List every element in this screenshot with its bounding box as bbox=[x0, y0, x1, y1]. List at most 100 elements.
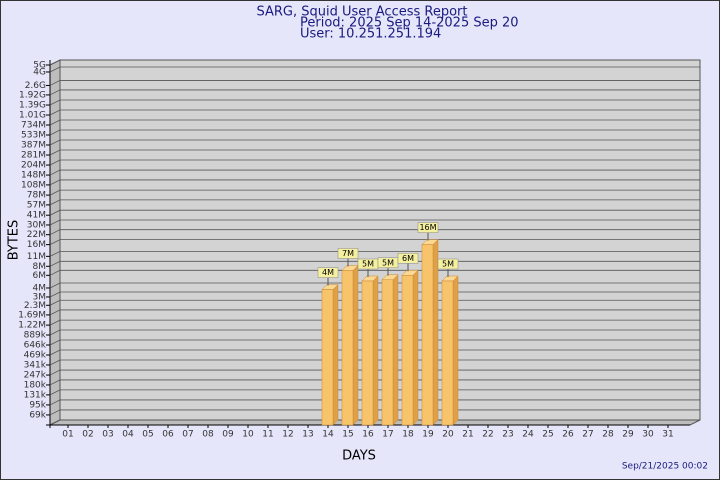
x-tick-label: 21 bbox=[462, 430, 473, 440]
x-tick-label: 01 bbox=[62, 430, 73, 440]
grid-line bbox=[49, 80, 700, 86]
y-tick-label: 247k bbox=[24, 371, 47, 381]
grid-line bbox=[49, 139, 700, 146]
chart-title: SARG, Squid User Access Report bbox=[257, 5, 468, 20]
subtitle: Period: 2025 Sep 14-2025 Sep 20 bbox=[300, 16, 519, 31]
y-tick-label: 8M bbox=[33, 262, 47, 272]
x-tick-label: 23 bbox=[502, 430, 513, 440]
grid-line bbox=[49, 169, 700, 176]
y-tick-label: 1.69M bbox=[18, 310, 46, 320]
x-tick-label: 31 bbox=[662, 430, 673, 440]
y-tick-label: 6M bbox=[33, 271, 47, 281]
value-label: 16M bbox=[419, 223, 436, 232]
grid-line bbox=[49, 229, 700, 236]
x-tick-label: 07 bbox=[182, 430, 193, 440]
bar-side bbox=[372, 275, 379, 426]
bar bbox=[361, 280, 374, 426]
y-tick-label: 2.6G bbox=[25, 81, 46, 91]
y-tick-label: 16M bbox=[27, 240, 46, 250]
y-tick-label: 281M bbox=[21, 151, 46, 161]
bar bbox=[321, 289, 334, 426]
grid-line bbox=[49, 199, 700, 206]
value-label: 5M bbox=[382, 258, 394, 267]
grid-line bbox=[49, 339, 700, 346]
x-tick-label: 25 bbox=[542, 430, 553, 440]
bar bbox=[441, 280, 454, 426]
y-tick-label: 5G bbox=[33, 61, 46, 71]
x-tick-label: 27 bbox=[582, 430, 593, 440]
x-tick-label: 14 bbox=[322, 430, 334, 440]
grid-line bbox=[49, 149, 700, 156]
x-axis-label: DAYS bbox=[342, 449, 376, 464]
x-tick-label: 20 bbox=[442, 430, 454, 440]
y-tick-label: 1.92G bbox=[19, 90, 46, 100]
y-tick-label: 341k bbox=[24, 360, 47, 370]
subtitle: User: 10.251.251.194 bbox=[300, 27, 441, 42]
y-tick-label: 646k bbox=[24, 340, 47, 350]
grid-line bbox=[49, 209, 700, 216]
grid-line bbox=[49, 309, 700, 316]
label-box bbox=[337, 248, 359, 259]
bar-side bbox=[452, 275, 459, 426]
grid-line bbox=[49, 349, 700, 356]
x-tick-label: 24 bbox=[522, 430, 534, 440]
x-tick-label: 02 bbox=[82, 430, 93, 440]
y-tick-label: 734M bbox=[21, 120, 46, 130]
grid-line bbox=[49, 369, 700, 376]
grid-line bbox=[49, 291, 700, 298]
grid-line bbox=[49, 66, 700, 73]
grid-line bbox=[49, 219, 700, 226]
value-label: 7M bbox=[342, 249, 354, 258]
label-box bbox=[317, 267, 339, 278]
y-tick-label: 78M bbox=[27, 191, 46, 201]
grid-line bbox=[49, 179, 700, 186]
bar-side bbox=[332, 283, 339, 426]
y-tick-label: 180k bbox=[24, 380, 47, 390]
y-tick-label: 4M bbox=[33, 283, 47, 293]
x-tick-label: 12 bbox=[282, 430, 293, 440]
y-tick-label: 1.01G bbox=[19, 111, 46, 121]
x-tick-label: 03 bbox=[102, 430, 113, 440]
y-tick-label: 57M bbox=[27, 200, 46, 210]
x-tick-label: 28 bbox=[602, 430, 614, 440]
grid-line bbox=[49, 239, 700, 245]
x-tick-label: 19 bbox=[422, 430, 434, 440]
value-label: 5M bbox=[362, 260, 374, 269]
y-tick-label: 3M bbox=[33, 292, 47, 302]
grid-line bbox=[49, 260, 700, 267]
bar-side bbox=[392, 274, 399, 426]
value-label: 4M bbox=[322, 268, 334, 277]
y-tick-label: 387M bbox=[21, 141, 46, 151]
grid-line bbox=[49, 399, 700, 406]
value-label: 6M bbox=[402, 254, 414, 263]
y-tick-label: 2.3M bbox=[24, 301, 46, 311]
bar bbox=[401, 275, 414, 426]
grid-line bbox=[49, 119, 700, 126]
grid-line bbox=[49, 379, 700, 386]
bar bbox=[381, 279, 394, 426]
y-tick-label: 108M bbox=[21, 180, 46, 190]
grid-line bbox=[49, 159, 700, 166]
x-tick-label: 18 bbox=[402, 430, 414, 440]
y-tick-label: 22M bbox=[27, 230, 46, 240]
x-tick-label: 05 bbox=[142, 430, 153, 440]
y-tick-label: 1.39G bbox=[19, 101, 46, 111]
x-tick-label: 08 bbox=[202, 430, 214, 440]
y-tick-label: 131k bbox=[24, 390, 47, 400]
grid-line bbox=[49, 389, 700, 396]
label-box bbox=[417, 222, 439, 233]
y-tick-label: 41M bbox=[27, 211, 46, 221]
x-tick-label: 22 bbox=[482, 430, 493, 440]
grid-line bbox=[49, 269, 700, 276]
grid-line bbox=[49, 282, 700, 289]
x-tick-label: 06 bbox=[162, 430, 174, 440]
grid-line bbox=[49, 299, 700, 306]
bar bbox=[341, 270, 354, 426]
x-tick-label: 11 bbox=[262, 430, 273, 440]
y-tick-label: 889k bbox=[24, 331, 47, 341]
x-tick-label: 29 bbox=[622, 430, 634, 440]
grid-line bbox=[49, 109, 700, 116]
value-label: 5M bbox=[442, 260, 454, 269]
grid-line bbox=[49, 89, 700, 96]
